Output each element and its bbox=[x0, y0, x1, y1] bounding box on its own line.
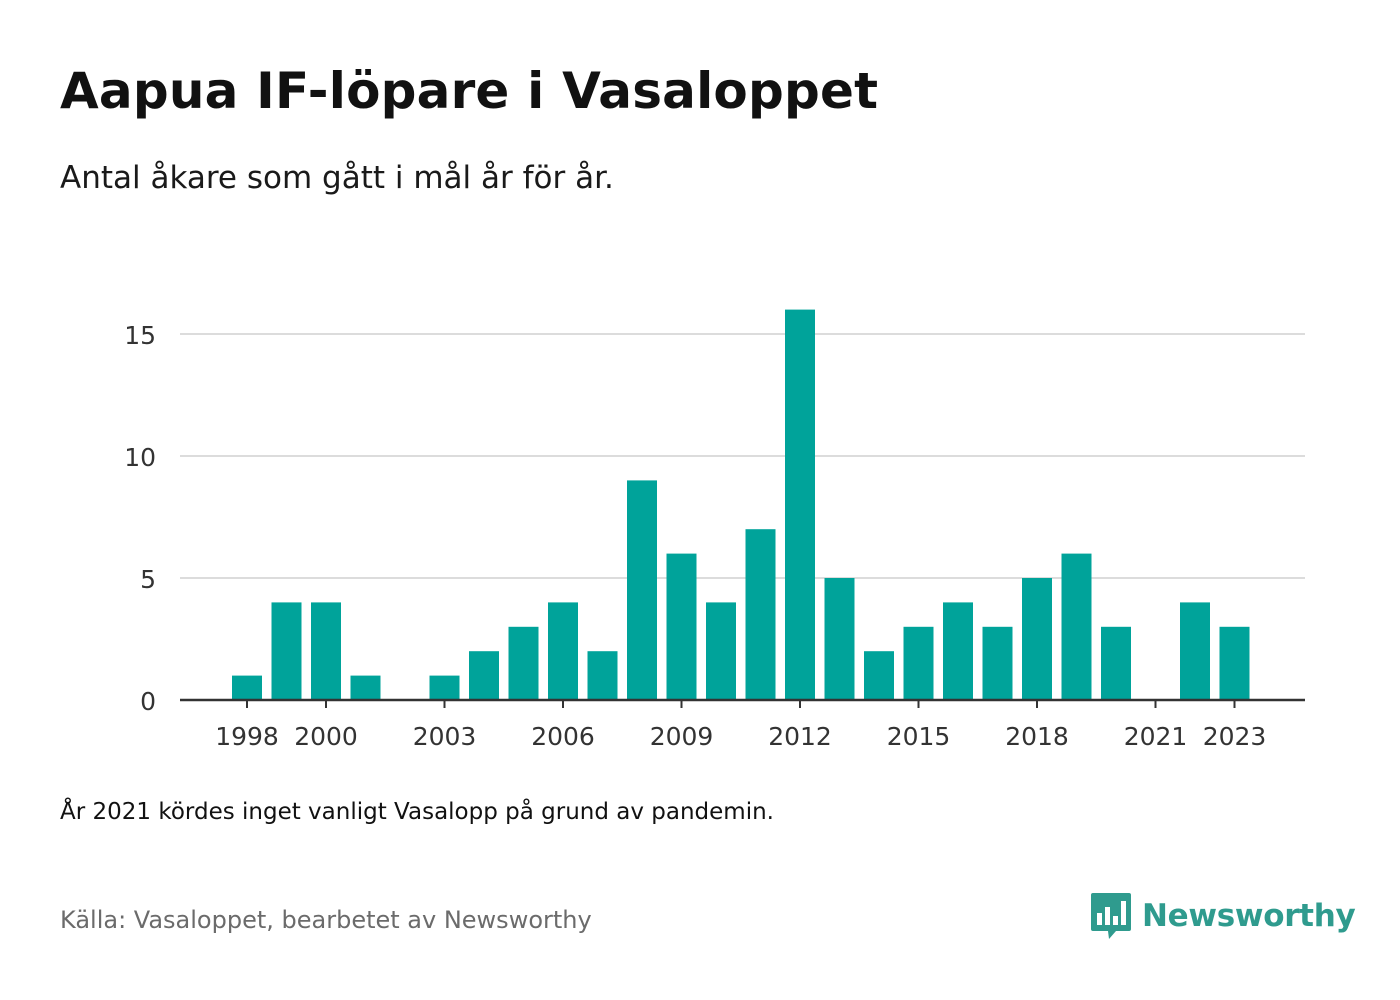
bar bbox=[350, 675, 381, 700]
bar-chart: 0 5 10 15 1998 2000 2003 2006 2009 2012 2015 2018 20… bbox=[124, 309, 1305, 751]
x-tick-label: 2023 bbox=[1203, 722, 1267, 751]
bar bbox=[706, 602, 736, 700]
bar bbox=[982, 626, 1013, 700]
y-tick-label: 10 bbox=[124, 443, 156, 472]
y-tick-label: 5 bbox=[140, 565, 156, 594]
bar bbox=[587, 651, 618, 700]
bar bbox=[1022, 578, 1052, 700]
bar bbox=[666, 553, 697, 700]
x-tick-label: 1998 bbox=[215, 722, 279, 751]
bar bbox=[864, 651, 894, 700]
bar bbox=[824, 578, 855, 700]
x-tick-label: 2003 bbox=[413, 722, 477, 751]
source-credit: Källa: Vasaloppet, bearbetet av Newswort… bbox=[60, 906, 592, 934]
x-tick-label: 2009 bbox=[650, 722, 714, 751]
bar bbox=[429, 675, 460, 700]
bar bbox=[903, 626, 934, 700]
chart-subtitle: Antal åkare som gått i mål år för år. bbox=[60, 160, 614, 196]
bar bbox=[508, 626, 539, 700]
bar bbox=[1061, 553, 1092, 700]
x-tick-label: 2006 bbox=[531, 722, 595, 751]
bar bbox=[271, 602, 302, 700]
x-tick-label: 2012 bbox=[768, 722, 832, 751]
chart-footnote: År 2021 kördes inget vanligt Vasalopp på… bbox=[60, 799, 774, 825]
bar bbox=[469, 651, 499, 700]
chart-title: Aapua IF-löpare i Vasaloppet bbox=[60, 62, 879, 120]
x-tick-label: 2018 bbox=[1005, 722, 1069, 751]
newsworthy-logo: Newsworthy bbox=[1090, 891, 1356, 941]
bar bbox=[627, 480, 657, 700]
bar bbox=[311, 602, 341, 700]
x-tick-label: 2021 bbox=[1124, 722, 1188, 751]
bar bbox=[943, 602, 973, 700]
bar bbox=[232, 675, 262, 700]
bar bbox=[1101, 626, 1131, 700]
bar bbox=[1180, 602, 1210, 700]
bar bbox=[785, 309, 815, 700]
y-tick-label: 0 bbox=[140, 687, 156, 716]
x-tick-label: 2000 bbox=[294, 722, 358, 751]
bar bbox=[745, 529, 776, 700]
y-tick-label: 15 bbox=[124, 321, 156, 350]
bar bbox=[1219, 626, 1250, 700]
chart-area: 0 5 10 15 1998 2000 2003 2006 2009 2012 2015 2018 20… bbox=[0, 280, 1400, 770]
bar bbox=[548, 602, 578, 700]
x-tick-label: 2015 bbox=[887, 722, 951, 751]
logo-text: Newsworthy bbox=[1142, 898, 1356, 934]
bar-chart-speech-bubble-icon bbox=[1091, 893, 1131, 939]
